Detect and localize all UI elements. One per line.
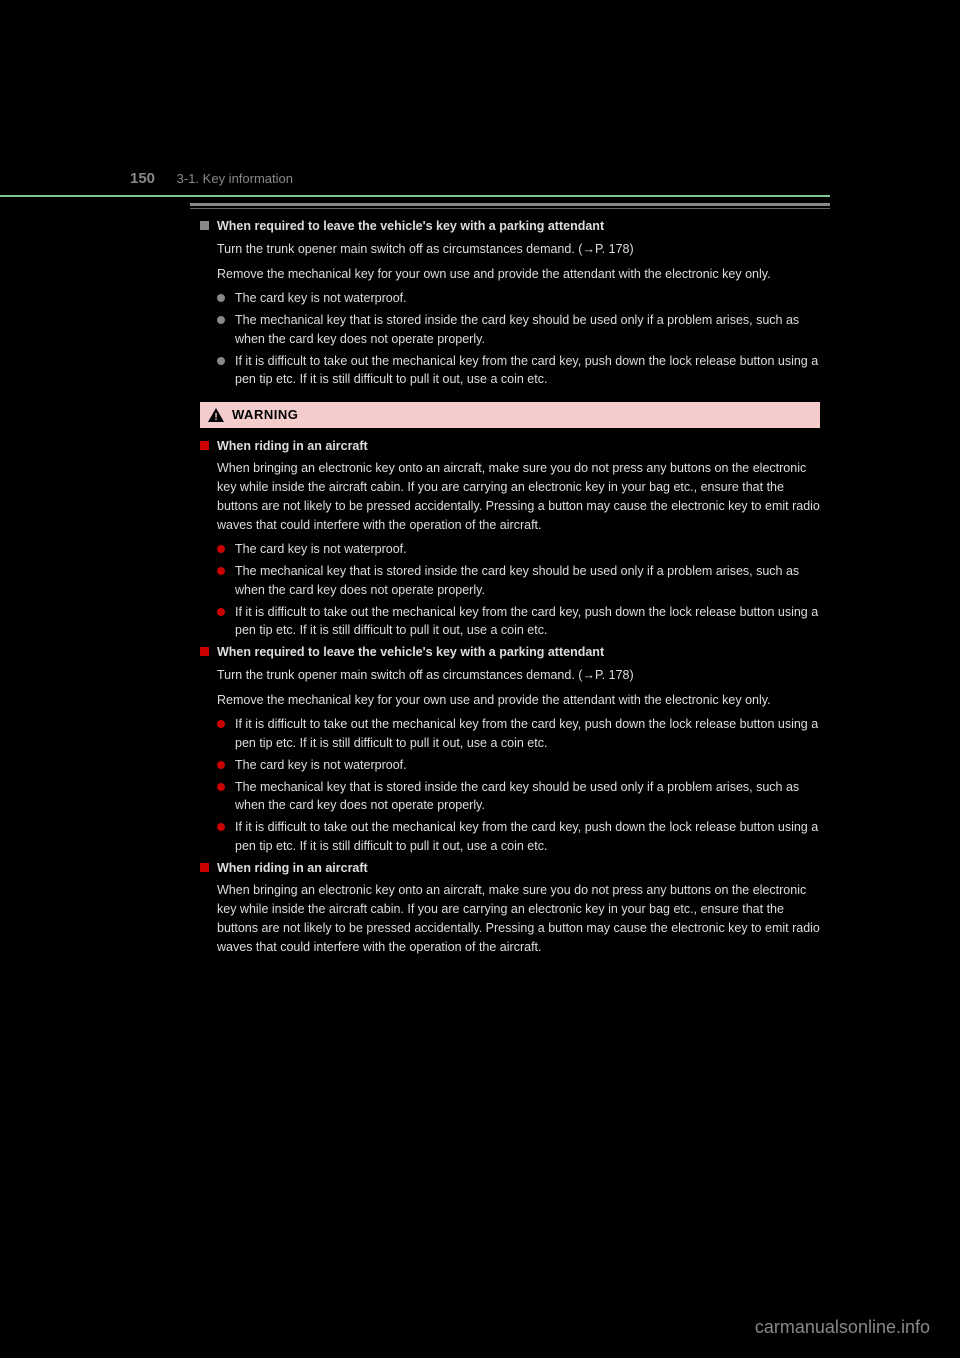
page-header: 150 3-1. Key information (130, 170, 830, 187)
bullet-text: The mechanical key that is stored inside… (235, 562, 820, 600)
warning-section-title: When riding in an aircraft (217, 437, 368, 456)
warning-bullet: The card key is not waterproof. (217, 756, 820, 775)
warning-section-title: When riding in an aircraft (217, 859, 368, 878)
section-body: Turn the trunk opener main switch off as… (217, 240, 820, 259)
content-area: When required to leave the vehicle's key… (200, 217, 820, 956)
warning-bullet: The card key is not waterproof. (217, 540, 820, 559)
section-title-row: When required to leave the vehicle's key… (200, 217, 820, 236)
bullet-text: If it is difficult to take out the mecha… (235, 352, 820, 390)
warning-body: When bringing an electronic key onto an … (217, 881, 820, 956)
bullet-text: The card key is not waterproof. (235, 289, 820, 308)
warning-box: ! WARNING When riding in an aircraft Whe… (200, 401, 820, 956)
warning-section-row: When riding in an aircraft (200, 437, 820, 456)
gray-dot-icon (217, 357, 225, 365)
svg-text:!: ! (214, 412, 217, 422)
red-dot-icon (217, 823, 225, 831)
warning-triangle-icon: ! (208, 408, 224, 422)
warning-body-2: Remove the mechanical key for your own u… (217, 691, 820, 710)
red-dot-icon (217, 608, 225, 616)
gray-dot-icon (217, 294, 225, 302)
bullet-text: The card key is not waterproof. (235, 756, 820, 775)
warning-bullet: The mechanical key that is stored inside… (217, 778, 820, 816)
warning-bullet: If it is difficult to take out the mecha… (217, 715, 820, 753)
bullet-item: If it is difficult to take out the mecha… (217, 352, 820, 390)
red-square-icon (200, 863, 209, 872)
bullet-item: The mechanical key that is stored inside… (217, 311, 820, 349)
red-square-icon (200, 441, 209, 450)
header-subdivider-thin (190, 208, 830, 209)
gray-square-icon (200, 221, 209, 230)
warning-section-row: When riding in an aircraft (200, 859, 820, 878)
bullet-text: The mechanical key that is stored inside… (235, 778, 820, 816)
warning-section-title: When required to leave the vehicle's key… (217, 643, 604, 662)
warning-body: When bringing an electronic key onto an … (217, 459, 820, 534)
header-subdivider-wrap (190, 203, 830, 209)
warning-body: Turn the trunk opener main switch off as… (217, 666, 820, 685)
section-title-text: When required to leave the vehicle's key… (217, 217, 604, 236)
bullet-text: If it is difficult to take out the mecha… (235, 818, 820, 856)
watermark: carmanualsonline.info (755, 1317, 930, 1338)
warning-bullet: If it is difficult to take out the mecha… (217, 818, 820, 856)
warning-header: ! WARNING (200, 401, 820, 429)
warning-bullet: The mechanical key that is stored inside… (217, 562, 820, 600)
bullet-text: If it is difficult to take out the mecha… (235, 715, 820, 753)
warning-label: WARNING (232, 405, 298, 425)
red-dot-icon (217, 567, 225, 575)
page-container: 150 3-1. Key information When required t… (130, 170, 830, 962)
red-dot-icon (217, 783, 225, 791)
red-dot-icon (217, 545, 225, 553)
bullet-item: The card key is not waterproof. (217, 289, 820, 308)
warning-section-row: When required to leave the vehicle's key… (200, 643, 820, 662)
section-body-2: Remove the mechanical key for your own u… (217, 265, 820, 284)
warning-bullet: If it is difficult to take out the mecha… (217, 603, 820, 641)
red-dot-icon (217, 761, 225, 769)
red-square-icon (200, 647, 209, 656)
page-number: 150 (130, 170, 155, 187)
bullet-text: The card key is not waterproof. (235, 540, 820, 559)
header-subdivider-thick (190, 203, 830, 206)
bullet-text: If it is difficult to take out the mecha… (235, 603, 820, 641)
header-divider (0, 195, 830, 197)
gray-dot-icon (217, 316, 225, 324)
red-dot-icon (217, 720, 225, 728)
warning-content: When riding in an aircraft When bringing… (200, 429, 820, 957)
breadcrumb: 3-1. Key information (177, 171, 293, 186)
bullet-text: The mechanical key that is stored inside… (235, 311, 820, 349)
